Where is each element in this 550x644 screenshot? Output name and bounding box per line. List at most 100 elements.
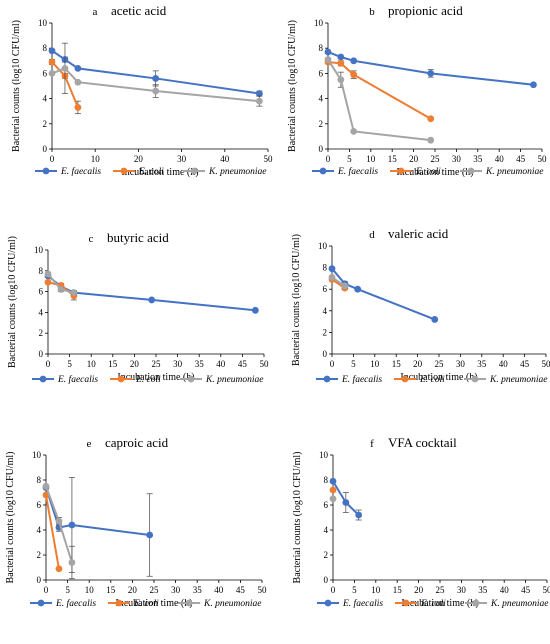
data-point	[530, 81, 537, 89]
data-point	[74, 104, 82, 111]
legend-label: E. coli	[138, 167, 164, 177]
legend-label: E. coli	[420, 599, 446, 609]
legend-item: K. pneumoniae	[178, 599, 262, 609]
x-tick-label: 0	[331, 585, 336, 595]
x-tick-label: 45	[520, 359, 530, 369]
y-tick-label: 4	[43, 94, 48, 104]
y-tick-label: 0	[43, 144, 48, 154]
series-e--faecalis	[328, 265, 439, 323]
x-tick-label: 0	[50, 154, 55, 164]
legend-item: K. pneumoniae	[460, 167, 544, 177]
data-point	[329, 486, 337, 494]
y-tick-label: 6	[323, 284, 328, 294]
data-point	[42, 482, 50, 490]
panel-letter: b	[369, 6, 375, 18]
legend-swatch-marker	[187, 375, 195, 383]
panel-letter: d	[369, 229, 375, 241]
y-tick-label: 6	[43, 68, 48, 78]
x-tick-label: 30	[171, 585, 181, 595]
y-tick-label: 10	[319, 450, 329, 460]
legend-swatch-marker	[37, 599, 45, 607]
y-tick-label: 2	[324, 550, 329, 560]
panel-letter: c	[89, 233, 94, 245]
legend-item: K. pneumoniae	[465, 599, 549, 609]
chart-panel-b: b propionic acid 0 2 4 6 8 10 0 5 10 15 20 25 30 35 40 45…	[287, 3, 547, 178]
y-tick-label: 10	[34, 245, 44, 255]
legend: E. faecalis E. coli K. pneumoniae	[312, 166, 544, 177]
legend-item: E. coli	[108, 599, 159, 609]
data-point	[74, 64, 82, 72]
chart-title: butyric acid	[107, 230, 169, 245]
y-axis-label: Bacterial counts (log10 CFU/ml)	[5, 452, 16, 584]
series-line	[45, 494, 60, 569]
data-point	[44, 270, 52, 278]
legend-label: E. faecalis	[341, 374, 382, 385]
legend-label: E. coli	[419, 375, 445, 385]
x-tick-label: 35	[478, 585, 488, 595]
legend-item: E. faecalis	[316, 374, 382, 385]
y-tick-label: 4	[39, 307, 44, 317]
y-tick-label: 4	[324, 525, 329, 535]
legend: E. faecalis E. coli K. pneumoniae	[35, 166, 267, 177]
x-tick-label: 25	[436, 585, 446, 595]
x-tick-label: 35	[473, 154, 483, 164]
series-line	[331, 268, 436, 321]
data-point	[350, 71, 358, 79]
x-tick-label: 30	[452, 154, 462, 164]
x-tick-label: 10	[85, 585, 95, 595]
x-axis-label: Incubation time (h)	[115, 598, 192, 609]
x-tick-label: 30	[456, 359, 466, 369]
x-tick-label: 35	[195, 359, 205, 369]
x-tick-label: 10	[370, 359, 380, 369]
legend: E. faecalis E. coli K. pneumoniae	[30, 598, 262, 609]
y-tick-label: 0	[39, 349, 44, 359]
x-tick-label: 50	[543, 585, 550, 595]
legend-swatch-marker	[324, 599, 332, 607]
x-tick-label: 25	[435, 359, 445, 369]
x-axis-label: Incubation time (h)	[121, 167, 198, 178]
legend-label: K. pneumoniae	[485, 167, 544, 177]
series-k--pneumoniae	[42, 482, 76, 580]
legend-item: E. faecalis	[35, 166, 101, 177]
legend-item: E. faecalis	[317, 598, 383, 609]
x-tick-label: 10	[91, 154, 101, 164]
series-e--faecalis	[329, 477, 363, 521]
legend-item: E. coli	[110, 375, 161, 385]
data-point	[146, 531, 154, 539]
legend-swatch-marker	[190, 167, 198, 175]
chart-title: propionic acid	[388, 3, 463, 18]
y-tick-label: 8	[319, 43, 324, 53]
data-point	[431, 316, 439, 323]
x-tick-label: 50	[258, 585, 268, 595]
data-point	[48, 70, 56, 77]
legend-label: E. coli	[135, 375, 161, 385]
data-point	[44, 278, 52, 286]
series-e--coli	[329, 486, 337, 494]
x-tick-label: 50	[542, 359, 550, 369]
x-tick-label: 45	[516, 154, 526, 164]
panel-letter: e	[87, 438, 92, 450]
data-point	[350, 57, 358, 65]
y-tick-label: 2	[323, 327, 328, 337]
x-tick-label: 20	[128, 585, 138, 595]
y-tick-label: 8	[324, 475, 329, 485]
y-tick-label: 10	[318, 241, 328, 251]
y-tick-label: 0	[319, 144, 324, 154]
y-axis-label: Bacterial counts (log10 CFU/ml)	[7, 236, 18, 368]
series-k--pneumoniae	[329, 495, 337, 503]
legend-label: K. pneumoniae	[205, 375, 264, 385]
legend-swatch-marker	[402, 599, 410, 607]
series-e--faecalis	[324, 48, 537, 89]
y-tick-label: 2	[319, 119, 324, 129]
series-e--faecalis	[42, 477, 154, 577]
legend-label: E. faecalis	[60, 166, 101, 177]
data-point	[324, 48, 332, 56]
y-axis-label: Bacterial counts (log10 CFU/ml)	[11, 20, 22, 152]
y-tick-label: 8	[323, 263, 328, 273]
x-axis-label: Incubation time (h)	[396, 167, 473, 178]
legend-label: K. pneumoniae	[489, 375, 548, 385]
x-tick-label: 10	[371, 585, 381, 595]
x-tick-label: 40	[495, 154, 505, 164]
chart-title: VFA cocktail	[388, 435, 457, 450]
